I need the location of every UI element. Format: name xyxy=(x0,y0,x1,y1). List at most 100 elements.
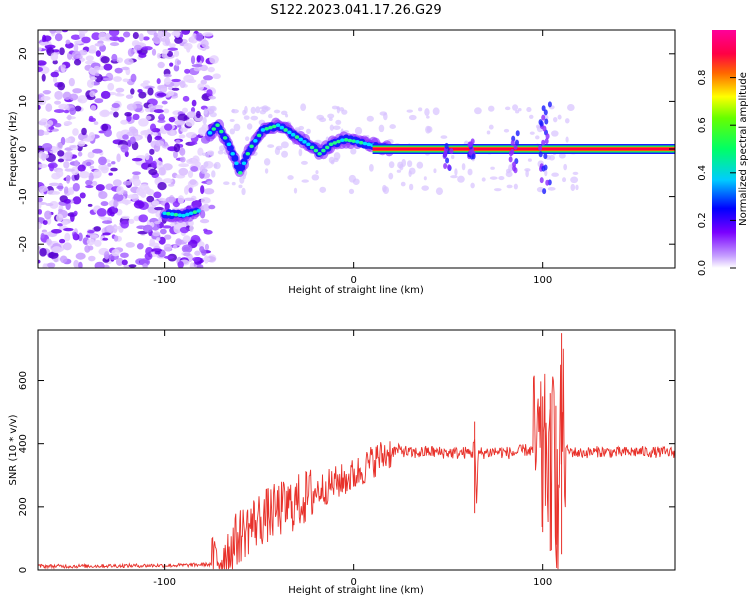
noise-blob xyxy=(108,206,119,215)
noise-blob xyxy=(138,118,149,127)
noise-blob xyxy=(548,154,555,161)
noise-blob xyxy=(173,150,178,159)
ridge-mid xyxy=(231,154,239,162)
colorbar-tick-label: 0.0 xyxy=(697,260,708,276)
snr-ytick-label: 0 xyxy=(18,567,29,573)
noise-blob xyxy=(45,203,54,207)
ridge-burst xyxy=(471,153,476,160)
ridge-burst xyxy=(544,118,549,125)
noise-blob xyxy=(255,106,261,114)
noise-blob xyxy=(208,95,216,100)
noise-blob xyxy=(508,164,513,173)
ridge-core xyxy=(302,140,307,144)
noise-blob xyxy=(48,251,59,259)
noise-blob xyxy=(134,42,145,46)
noise-blob xyxy=(182,95,190,102)
noise-blob xyxy=(170,130,176,136)
noise-blob xyxy=(167,47,179,51)
noise-blob xyxy=(38,47,42,52)
noise-blob xyxy=(433,168,437,174)
noise-blob xyxy=(120,119,128,125)
noise-blob xyxy=(38,66,44,73)
noise-blob xyxy=(48,126,55,130)
spectrogram-xtick-label: 0 xyxy=(350,275,356,286)
noise-blob xyxy=(168,183,175,187)
noise-blob xyxy=(229,128,236,135)
noise-blob xyxy=(350,148,357,155)
noise-blob xyxy=(213,163,218,169)
noise-blob xyxy=(273,109,281,114)
noise-blob xyxy=(319,186,327,193)
noise-blob xyxy=(142,263,148,268)
noise-blob xyxy=(111,53,118,62)
noise-blob xyxy=(41,142,53,151)
noise-blob xyxy=(382,186,390,195)
noise-blob xyxy=(47,262,56,268)
noise-blob xyxy=(56,141,63,151)
noise-blob xyxy=(49,30,57,34)
noise-blob xyxy=(184,68,191,74)
noise-blob xyxy=(48,182,60,187)
noise-blob xyxy=(461,163,466,171)
noise-blob xyxy=(424,108,430,117)
noise-blob xyxy=(95,184,105,191)
noise-blob xyxy=(114,93,125,97)
noise-blob xyxy=(544,169,548,177)
ridge-core xyxy=(230,151,235,156)
noise-blob xyxy=(570,183,576,192)
noise-blob xyxy=(58,103,69,110)
noise-blob xyxy=(144,252,153,260)
noise-blob xyxy=(489,176,498,180)
noise-blob xyxy=(207,66,215,73)
ridge-burst xyxy=(513,167,518,174)
noise-blob xyxy=(203,109,209,115)
noise-blob xyxy=(89,165,95,169)
noise-blob xyxy=(130,88,135,95)
noise-blob xyxy=(72,128,79,136)
ridge-core xyxy=(245,151,251,156)
noise-blob xyxy=(366,115,374,122)
noise-blob xyxy=(333,157,339,163)
noise-blob xyxy=(74,105,82,112)
noise-blob xyxy=(406,109,413,113)
noise-blob xyxy=(154,140,165,147)
noise-blob xyxy=(85,185,94,189)
noise-blob xyxy=(79,57,86,62)
noise-blob xyxy=(535,135,540,140)
noise-blob xyxy=(187,170,194,178)
noise-blob xyxy=(197,147,204,156)
noise-blob xyxy=(147,103,154,109)
spectrogram-ytick-label: 20 xyxy=(18,47,29,60)
noise-blob xyxy=(154,251,161,255)
noise-blob xyxy=(175,139,181,145)
ridge-core xyxy=(222,136,228,140)
noise-blob xyxy=(68,77,75,87)
ridge-burst xyxy=(541,139,546,146)
noise-blob xyxy=(183,252,191,257)
noise-blob xyxy=(50,71,60,78)
noise-blob xyxy=(99,110,110,118)
noise-blob xyxy=(525,169,529,178)
noise-blob xyxy=(60,64,66,69)
colorbar: 0.0 0.2 0.4 0.6 0.8 Normalized spectral ampl… xyxy=(697,30,749,276)
noise-blob xyxy=(352,178,360,185)
noise-blob xyxy=(147,87,154,96)
noise-blob xyxy=(106,224,114,233)
ridge-core xyxy=(207,131,213,135)
noise-blob xyxy=(153,132,158,137)
noise-blob xyxy=(88,255,96,262)
colorbar-tick-label: 0.6 xyxy=(697,117,708,133)
noise-blob xyxy=(156,52,161,59)
spectrogram-xlabel: Height of straight line (km) xyxy=(288,285,424,296)
noise-blob xyxy=(120,220,129,229)
noise-blob xyxy=(133,200,145,209)
ridge-core xyxy=(241,161,247,166)
noise-blob xyxy=(267,144,275,148)
noise-blob xyxy=(132,113,140,121)
noise-blob xyxy=(38,259,41,264)
noise-blob xyxy=(306,128,311,135)
ridge-burst xyxy=(545,179,550,186)
noise-blob xyxy=(179,80,186,89)
noise-blob xyxy=(498,176,505,181)
